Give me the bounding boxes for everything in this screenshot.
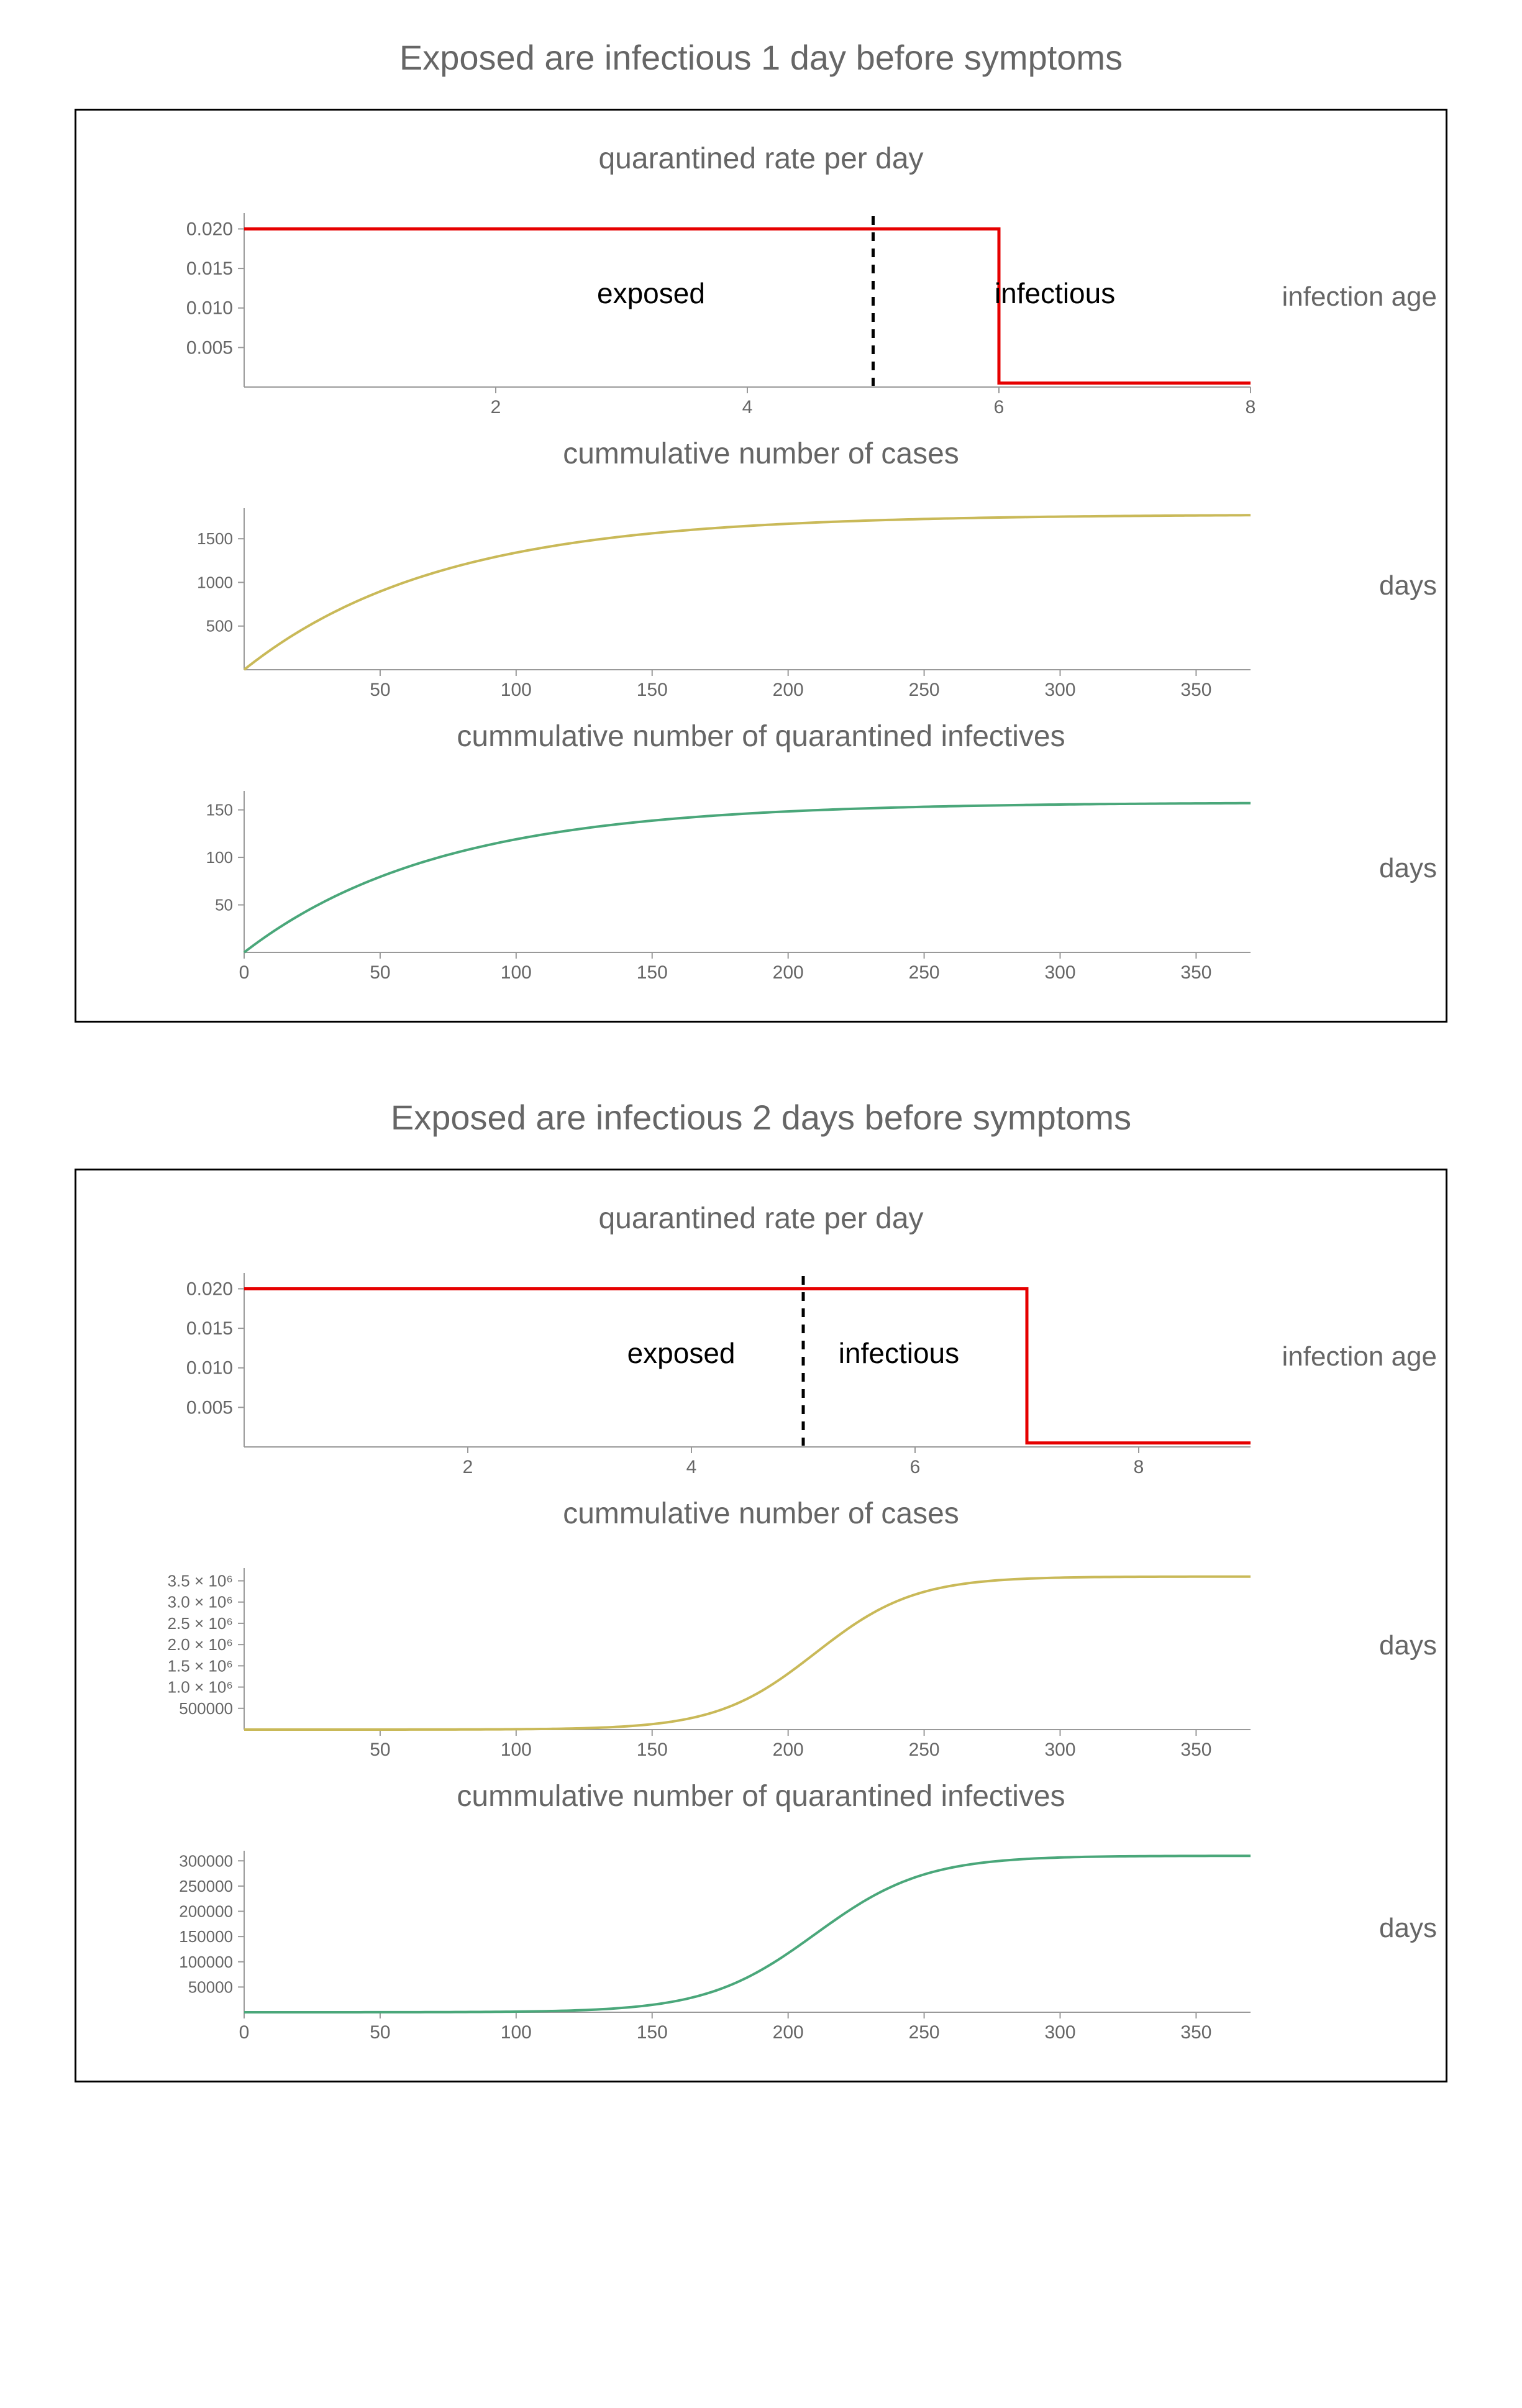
p2c2-xlabel: days (1379, 1630, 1437, 1661)
svg-text:200: 200 (773, 680, 804, 700)
svg-text:350: 350 (1180, 680, 1211, 700)
svg-text:6: 6 (910, 1457, 921, 1477)
svg-text:100: 100 (501, 680, 532, 700)
chart-annotation: exposed (627, 1336, 736, 1370)
p1-chart1: 0.0050.0100.0150.0202468 infection age e… (126, 201, 1431, 418)
svg-text:50: 50 (370, 1740, 390, 1760)
svg-text:150: 150 (637, 680, 668, 700)
p2c3-xlabel: days (1379, 1913, 1437, 1944)
p2-chart2: 500000 1.0 × 10⁶ 1.5 × 10⁶ 2.0 × 10⁶ 2.5 × 1… (126, 1556, 1431, 1761)
panel-2: quarantined rate per day 0.005 0.010 0.015… (75, 1169, 1447, 2082)
svg-text:50000: 50000 (188, 1977, 233, 1996)
svg-text:300000: 300000 (179, 1851, 233, 1870)
svg-text:500000: 500000 (179, 1699, 233, 1718)
svg-text:200: 200 (773, 2022, 804, 2043)
p2-chart3: 50000 100000 150000 200000 250000 300000 0 50 10… (126, 1838, 1431, 2043)
svg-text:250: 250 (909, 2022, 940, 2043)
svg-text:350: 350 (1180, 962, 1211, 983)
p2c1-xlabel: infection age (1282, 1341, 1437, 1372)
svg-text:150000: 150000 (179, 1927, 233, 1946)
svg-text:50: 50 (215, 896, 233, 914)
svg-text:100: 100 (501, 962, 532, 983)
svg-text:1000: 1000 (197, 573, 233, 591)
svg-text:350: 350 (1180, 2022, 1211, 2043)
p2c2-title: cummulative number of cases (126, 1497, 1396, 1531)
svg-text:300: 300 (1044, 680, 1075, 700)
svg-text:300: 300 (1044, 1740, 1075, 1760)
svg-text:150: 150 (637, 1740, 668, 1760)
svg-text:100: 100 (206, 848, 233, 867)
svg-text:300: 300 (1044, 962, 1075, 983)
svg-text:2: 2 (491, 397, 501, 417)
svg-text:0: 0 (239, 2022, 250, 2043)
svg-text:0: 0 (239, 962, 250, 983)
svg-text:50: 50 (370, 2022, 390, 2043)
svg-text:250000: 250000 (179, 1877, 233, 1895)
chart-annotation: infectious (995, 276, 1115, 310)
p1-chart2: 5001000150050100150200250300350 days (126, 496, 1431, 701)
svg-text:0.010: 0.010 (186, 298, 233, 319)
svg-text:3.0 × 10⁶: 3.0 × 10⁶ (168, 1593, 233, 1612)
svg-text:0.015: 0.015 (186, 258, 233, 279)
svg-text:500: 500 (206, 617, 233, 636)
svg-text:100: 100 (501, 1740, 532, 1760)
svg-text:250: 250 (909, 1740, 940, 1760)
svg-text:1.0 × 10⁶: 1.0 × 10⁶ (168, 1678, 233, 1697)
p2c1-title: quarantined rate per day (126, 1202, 1396, 1236)
svg-text:150: 150 (637, 962, 668, 983)
svg-text:2.0 × 10⁶: 2.0 × 10⁶ (168, 1635, 233, 1654)
p1c3-xlabel: days (1379, 853, 1437, 884)
svg-text:4: 4 (742, 397, 753, 417)
svg-text:350: 350 (1180, 1740, 1211, 1760)
svg-text:0.005: 0.005 (186, 1397, 233, 1418)
p1c3-title: cummulative number of quarantined infect… (126, 719, 1396, 754)
p1c1-xlabel: infection age (1282, 281, 1437, 312)
svg-text:8: 8 (1134, 1457, 1144, 1477)
svg-text:1500: 1500 (197, 529, 233, 548)
svg-text:0.010: 0.010 (186, 1358, 233, 1379)
svg-text:150: 150 (206, 801, 233, 819)
svg-text:0.015: 0.015 (186, 1318, 233, 1339)
svg-text:0.005: 0.005 (186, 337, 233, 358)
p1c1-title: quarantined rate per day (126, 142, 1396, 176)
chart-annotation: infectious (839, 1336, 959, 1370)
svg-text:8: 8 (1246, 397, 1256, 417)
svg-text:150: 150 (637, 2022, 668, 2043)
p2c3-title: cummulative number of quarantined infect… (126, 1779, 1396, 1813)
panel-1: quarantined rate per day 0.005 0.010 0.015… (75, 109, 1447, 1023)
svg-text:3.5 × 10⁶: 3.5 × 10⁶ (168, 1572, 233, 1590)
svg-text:0.020: 0.020 (186, 1279, 233, 1299)
svg-text:0.020: 0.020 (186, 219, 233, 239)
svg-text:200: 200 (773, 962, 804, 983)
svg-text:250: 250 (909, 962, 940, 983)
section-1-title: Exposed are infectious 1 day before symp… (75, 37, 1447, 78)
svg-text:1.5 × 10⁶: 1.5 × 10⁶ (168, 1656, 233, 1675)
chart-annotation: exposed (597, 276, 705, 310)
p1-chart3: 50100150050100150200250300350 days (126, 778, 1431, 983)
p1c2-title: cummulative number of cases (126, 437, 1396, 471)
svg-text:300: 300 (1044, 2022, 1075, 2043)
svg-text:50: 50 (370, 680, 390, 700)
p2-chart1: 0.0050.0100.0150.0202468 infection age e… (126, 1261, 1431, 1478)
svg-text:200: 200 (773, 1740, 804, 1760)
svg-text:200000: 200000 (179, 1902, 233, 1921)
svg-text:6: 6 (994, 397, 1005, 417)
svg-text:100000: 100000 (179, 1953, 233, 1971)
svg-text:250: 250 (909, 680, 940, 700)
p1c2-xlabel: days (1379, 570, 1437, 601)
svg-text:100: 100 (501, 2022, 532, 2043)
svg-text:4: 4 (686, 1457, 697, 1477)
svg-text:2.5 × 10⁶: 2.5 × 10⁶ (168, 1614, 233, 1633)
section-2-title: Exposed are infectious 2 days before sym… (75, 1097, 1447, 1138)
svg-text:50: 50 (370, 962, 390, 983)
svg-text:2: 2 (463, 1457, 473, 1477)
